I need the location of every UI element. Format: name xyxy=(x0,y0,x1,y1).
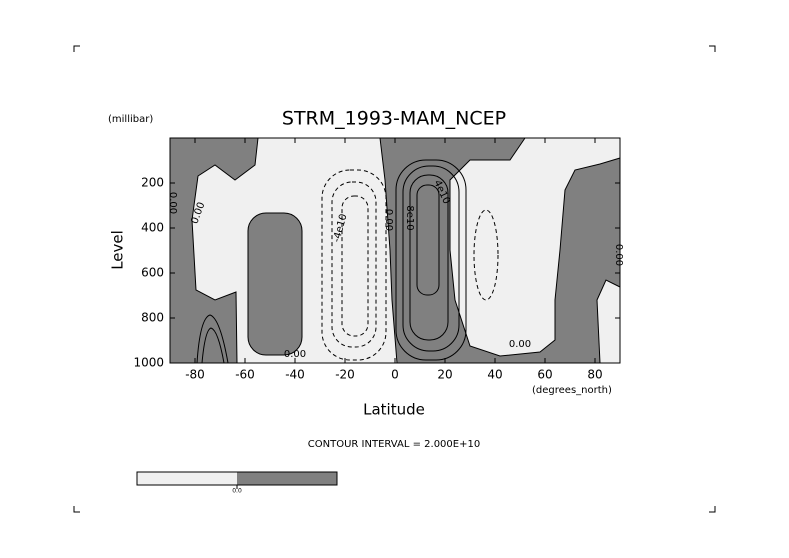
contour-label: 0.00 xyxy=(167,192,178,214)
y-tick-label: 200 xyxy=(141,176,164,190)
contour-line xyxy=(416,184,440,296)
positive-region xyxy=(248,213,302,355)
contour-line xyxy=(341,195,369,337)
x-tick-label: -60 xyxy=(235,368,255,382)
x-tick-label: -20 xyxy=(335,368,355,382)
x-unit: (degrees_north) xyxy=(532,385,612,396)
contour-line xyxy=(379,137,398,364)
contour-label: 8e10 xyxy=(404,205,415,230)
y-tick-label: 800 xyxy=(141,311,164,325)
contour-line xyxy=(395,159,467,361)
contour-line xyxy=(409,174,449,341)
contour-label: 0.00 xyxy=(383,209,394,231)
negative-region xyxy=(450,138,620,356)
y-axis-label: Level xyxy=(109,230,127,270)
contour-interval-note: CONTOUR INTERVAL = 2.000E+10 xyxy=(308,439,480,450)
x-tick-label: 0 xyxy=(391,368,399,382)
x-tick-label: 60 xyxy=(537,368,552,382)
corner-mark xyxy=(73,45,716,513)
colorbar-segment xyxy=(137,472,237,485)
contour-line xyxy=(596,279,621,364)
y-unit: (millibar) xyxy=(108,114,153,125)
x-tick-label: 20 xyxy=(437,368,452,382)
contour-line xyxy=(201,327,225,364)
contour-line xyxy=(191,137,259,364)
x-tick-label: 40 xyxy=(487,368,502,382)
x-tick-label: -80 xyxy=(185,368,205,382)
contour-line xyxy=(196,314,229,364)
y-tick-label: 600 xyxy=(141,266,164,280)
x-tick-label: 80 xyxy=(587,368,602,382)
y-tick-label: 400 xyxy=(141,221,164,235)
colorbar-label: 0.0 xyxy=(232,488,242,495)
negative-region xyxy=(597,280,620,363)
y-tick-label: 1000 xyxy=(133,356,164,370)
contour-label: 0.00 xyxy=(509,339,531,350)
contour-label: 0.00 xyxy=(613,244,624,266)
contour-line xyxy=(473,209,499,301)
contour-line xyxy=(402,165,460,352)
contour-line xyxy=(247,212,303,356)
x-axis-label: Latitude xyxy=(363,401,425,419)
contour-label: 0.00 xyxy=(284,349,306,360)
colorbar-segment xyxy=(237,472,337,485)
contour-line xyxy=(449,137,621,357)
contour-line xyxy=(321,169,387,361)
x-tick-label: -40 xyxy=(285,368,305,382)
contour-line xyxy=(331,181,377,348)
chart-title: STRM_1993-MAM_NCEP xyxy=(282,108,506,130)
